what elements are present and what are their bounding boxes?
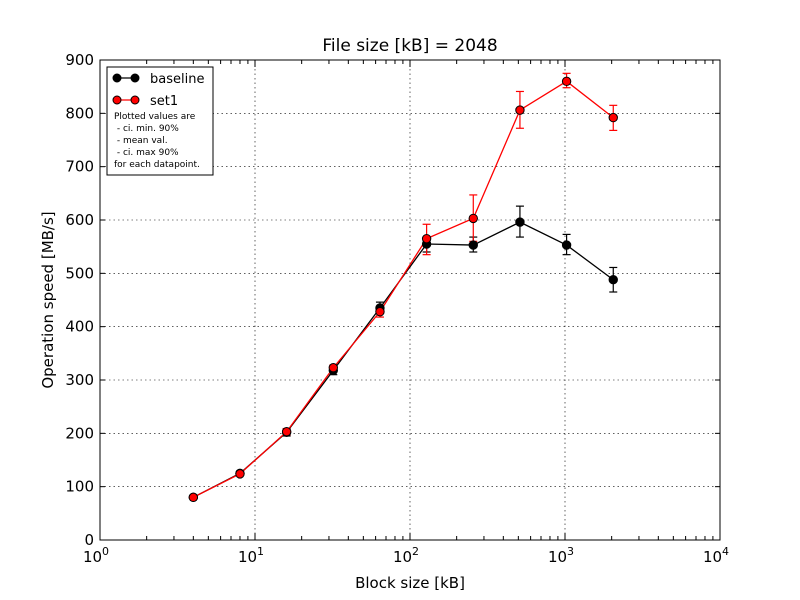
data-point-set1 — [328, 363, 338, 373]
x-tick-base: 10 — [238, 548, 257, 566]
y-tick-labels: 0 100 200 300 400 500 600 700 800 900 — [65, 51, 94, 549]
y-tick-label: 300 — [65, 371, 94, 389]
data-points — [188, 76, 618, 503]
x-tick-exponent: 3 — [567, 545, 574, 558]
legend-note-line: Plotted values are — [114, 112, 196, 122]
x-axis-label: Block size [kB] — [355, 574, 465, 592]
legend: baseline set1 Plotted values are - ci. m… — [106, 66, 214, 176]
x-tick-exponent: 2 — [412, 545, 419, 558]
y-tick-label: 700 — [65, 158, 94, 176]
legend-note-line: - mean val. — [114, 136, 168, 146]
grid — [100, 60, 720, 540]
data-point-set1 — [188, 492, 199, 503]
data-point-baseline — [468, 240, 478, 250]
legend-note-line: for each datapoint. — [114, 160, 200, 170]
data-point-set1 — [281, 427, 292, 437]
data-point-set1 — [375, 307, 385, 317]
data-point-set1 — [608, 112, 618, 123]
series-line-set1 — [193, 80, 614, 498]
y-tick-label: 500 — [65, 264, 94, 282]
x-tick-base: 10 — [83, 548, 102, 566]
legend-marker-baseline — [130, 73, 140, 83]
data-point-baseline — [561, 240, 572, 250]
axis-ticks — [99, 59, 721, 541]
x-tick-exponent: 1 — [257, 545, 264, 558]
legend-note-line: - ci. min. 90% — [114, 124, 179, 134]
series-line-baseline — [193, 221, 614, 498]
x-tick-label: 103 — [548, 545, 574, 566]
y-tick-label: 200 — [65, 424, 94, 442]
data-point-set1 — [421, 233, 432, 244]
x-tick-base: 10 — [703, 548, 722, 566]
error-bars — [189, 72, 618, 499]
legend-note-line: - ci. max 90% — [114, 148, 179, 158]
x-tick-label: 100 — [83, 545, 109, 566]
y-tick-label: 900 — [65, 51, 94, 69]
x-tick-base: 10 — [548, 548, 567, 566]
data-point-set1 — [468, 213, 478, 224]
y-tick-label: 100 — [65, 478, 94, 496]
data-point-set1 — [235, 469, 245, 479]
y-tick-label: 800 — [65, 104, 94, 122]
data-point-set1 — [515, 105, 525, 115]
x-tick-labels: 100 101 102 103 104 — [83, 545, 729, 566]
y-tick-label: 600 — [65, 211, 94, 229]
data-point-baseline — [515, 217, 525, 227]
x-tick-exponent: 0 — [102, 545, 109, 558]
legend-box — [106, 66, 214, 176]
x-tick-exponent: 4 — [722, 545, 729, 558]
legend-label-baseline: baseline — [150, 72, 204, 87]
series-lines — [193, 80, 614, 498]
x-tick-label: 102 — [393, 545, 419, 566]
legend-label-set1: set1 — [150, 94, 178, 109]
y-tick-label: 400 — [65, 318, 94, 336]
legend-marker-baseline — [112, 73, 122, 83]
x-tick-label: 104 — [703, 545, 729, 566]
legend-marker-set1 — [130, 95, 140, 105]
chart-title: File size [kB] = 2048 — [322, 36, 497, 56]
x-tick-base: 10 — [393, 548, 412, 566]
data-point-set1 — [561, 76, 572, 87]
x-tick-label: 101 — [238, 545, 264, 566]
data-point-baseline — [608, 275, 618, 285]
legend-marker-set1 — [112, 95, 122, 105]
y-tick-label: 0 — [84, 531, 94, 549]
y-axis-label: Operation speed [MB/s] — [39, 211, 57, 388]
